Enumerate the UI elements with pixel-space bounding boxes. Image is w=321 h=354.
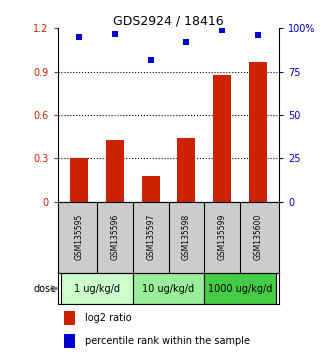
Bar xyxy=(61,273,133,304)
Text: 1 ug/kg/d: 1 ug/kg/d xyxy=(74,284,120,293)
Text: log2 ratio: log2 ratio xyxy=(85,313,132,323)
Bar xyxy=(249,62,267,202)
Text: dose: dose xyxy=(34,284,57,293)
Text: GSM135595: GSM135595 xyxy=(75,214,84,261)
Bar xyxy=(133,273,204,304)
Text: GSM135597: GSM135597 xyxy=(146,214,155,261)
Bar xyxy=(213,75,231,202)
Text: GSM135596: GSM135596 xyxy=(110,214,119,261)
Title: GDS2924 / 18416: GDS2924 / 18416 xyxy=(113,14,224,27)
Text: percentile rank within the sample: percentile rank within the sample xyxy=(85,336,250,346)
Bar xyxy=(142,176,160,202)
Bar xyxy=(64,334,75,348)
Bar xyxy=(64,312,75,325)
Text: 1000 ug/kg/d: 1000 ug/kg/d xyxy=(208,284,272,293)
Text: GSM135600: GSM135600 xyxy=(253,214,262,261)
Text: GSM135599: GSM135599 xyxy=(218,214,227,261)
Bar xyxy=(178,138,195,202)
Bar xyxy=(106,139,124,202)
Bar xyxy=(70,159,88,202)
Text: 10 ug/kg/d: 10 ug/kg/d xyxy=(143,284,195,293)
Text: GSM135598: GSM135598 xyxy=(182,214,191,260)
Bar xyxy=(204,273,276,304)
